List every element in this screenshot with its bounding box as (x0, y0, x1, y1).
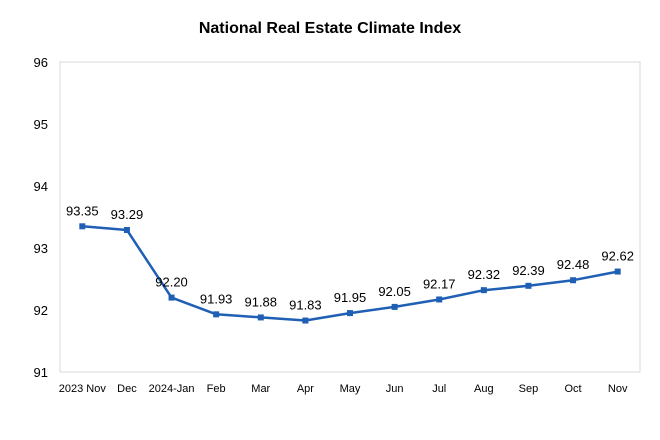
y-axis-ticks: 91 92 93 94 95 96 (34, 55, 48, 380)
data-label: 91.83 (289, 298, 322, 313)
data-point-marker (480, 287, 487, 294)
data-label: 92.32 (468, 267, 501, 282)
x-tick-label: Nov (608, 383, 628, 395)
data-point-marker (347, 310, 353, 317)
x-tick-label: Feb (207, 383, 226, 395)
x-tick-label: Dec (117, 383, 137, 395)
data-point-marker (302, 317, 309, 324)
data-point-marker (168, 294, 175, 301)
x-tick-label: Oct (565, 383, 582, 395)
data-label: 92.48 (557, 257, 590, 272)
x-tick-label: Jun (386, 383, 404, 395)
data-point-marker (79, 223, 86, 230)
data-label: 93.35 (66, 203, 99, 218)
data-label: 91.93 (200, 291, 233, 306)
data-label: 93.29 (111, 207, 144, 222)
data-point-marker (257, 314, 264, 321)
data-point-marker (525, 282, 532, 289)
chart-title: National Real Estate Climate Index (198, 20, 462, 37)
data-point-marker (391, 303, 398, 310)
x-axis-ticks: 2023 Nov Dec 2024-Jan Feb Mar Apr May Jun Jul Aug… (59, 383, 628, 395)
y-tick-label: 95 (34, 117, 48, 132)
y-tick-label: 94 (34, 179, 48, 194)
x-tick-label: May (340, 383, 361, 395)
plot-area-frame (59, 61, 641, 373)
x-tick-label: Sep (519, 383, 539, 395)
y-tick-label: 92 (34, 303, 48, 318)
data-point-marker (213, 311, 220, 318)
x-tick-label: Aug (474, 383, 494, 395)
y-tick-label: 93 (34, 241, 48, 256)
data-label: 92.39 (512, 263, 545, 278)
y-tick-label: 91 (34, 365, 48, 380)
data-label: 92.62 (601, 249, 634, 264)
data-point-marker (123, 227, 130, 234)
x-tick-label: 2023 Nov (59, 383, 107, 395)
data-point-marker (570, 277, 577, 284)
x-tick-label: Jul (432, 383, 446, 395)
series-layer: 93.35 93.29 92.20 91.93 91.88 91.83 91.95 92.05… (66, 203, 634, 324)
x-tick-label: Mar (251, 383, 270, 395)
data-label: 92.17 (423, 276, 456, 291)
data-label: 91.88 (244, 294, 277, 309)
y-tick-label: 96 (34, 55, 48, 70)
data-label: 92.20 (155, 275, 188, 290)
data-label: 91.95 (334, 290, 367, 305)
data-point-marker (436, 296, 443, 303)
x-tick-label: Apr (297, 383, 314, 395)
data-point-marker (614, 268, 621, 275)
data-label: 92.05 (378, 284, 411, 299)
x-tick-label: 2024-Jan (149, 383, 195, 395)
